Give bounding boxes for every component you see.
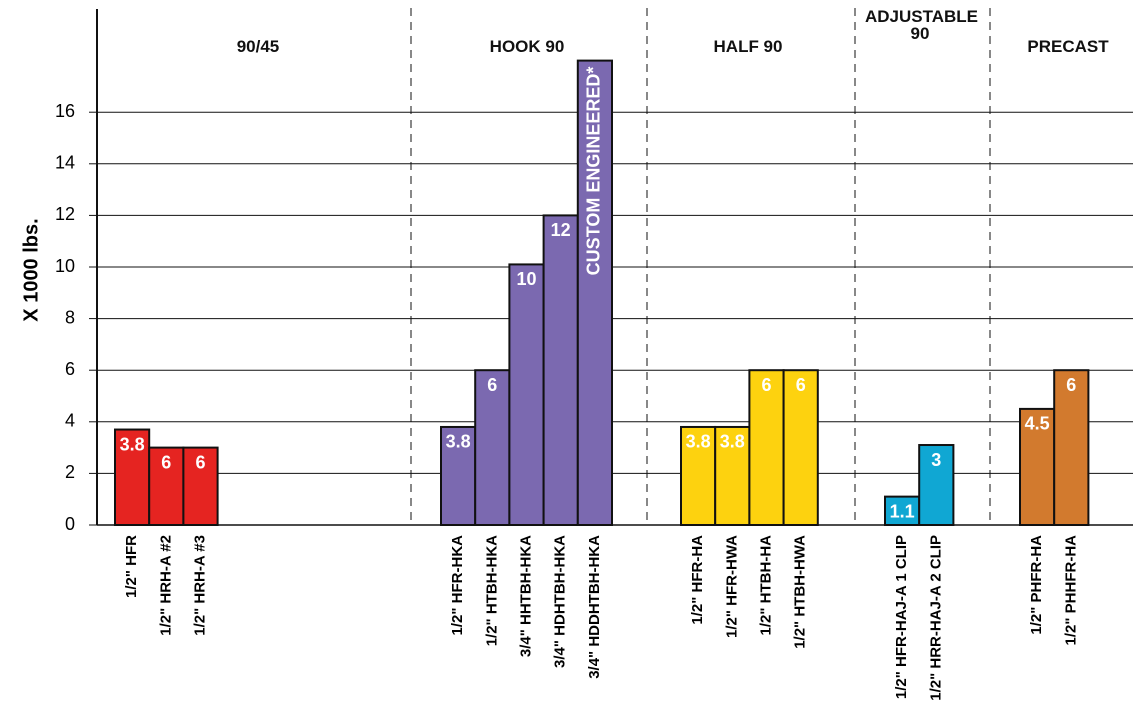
bar [576, 59, 613, 526]
bar-label: 4.5 [1025, 414, 1050, 434]
y-tick-label: 14 [55, 153, 75, 173]
bar-label: 12 [551, 220, 571, 240]
bar [440, 425, 477, 526]
bar [782, 369, 819, 527]
bar-label: 6 [796, 375, 806, 395]
y-axis-label: X 1000 lbs. [20, 218, 42, 321]
bar-label: 6 [195, 452, 205, 472]
group-title: 90/45 [236, 37, 280, 56]
x-tick-label: 1/2" HFR-HA [689, 535, 706, 625]
x-tick-label: 1/2" HFR-HKA [449, 535, 466, 636]
bar-label: 10 [516, 269, 536, 289]
group-title: ADJUSTABLE 90 [865, 7, 979, 43]
bar [918, 444, 955, 526]
x-tick-label: 1/2" HFR-HWA [723, 535, 740, 638]
group-title: PRECAST [1027, 37, 1109, 56]
y-tick-label: 10 [55, 256, 75, 276]
y-tick-label: 6 [65, 359, 75, 379]
x-tick-label: 3/4" HDDHTBH-HKA [586, 535, 603, 679]
bar-label: 3.8 [446, 432, 471, 452]
x-tick-label: 1/2" HFR [123, 535, 140, 598]
bar-label: 3 [931, 450, 941, 470]
bar [474, 369, 511, 527]
bar [114, 428, 151, 527]
bar [884, 495, 921, 526]
bar [542, 214, 579, 526]
bar-label: 3.8 [120, 434, 145, 454]
x-tick-label: 1/2" HTBH-HKA [483, 535, 500, 646]
bar-label: CUSTOM ENGINEERED* [584, 67, 604, 276]
x-tick-label: 1/2" PHFR-HA [1028, 535, 1045, 635]
bar-label: 6 [761, 375, 771, 395]
y-tick-label: 8 [65, 307, 75, 327]
y-tick-label: 12 [55, 204, 75, 224]
y-tick-label: 4 [65, 411, 75, 431]
x-tick-label: 3/4" HHTBH-HKA [517, 535, 534, 657]
group-title: HALF 90 [713, 37, 783, 56]
bar [748, 369, 785, 527]
bar [182, 446, 219, 527]
bar [680, 425, 717, 526]
x-tick-label: 1/2" HTBH-HWA [792, 535, 809, 649]
bar-label: 6 [161, 452, 171, 472]
bar [714, 425, 751, 526]
y-tick-label: 16 [55, 101, 75, 121]
group-title: HOOK 90 [489, 37, 565, 56]
y-tick-label: 2 [65, 462, 75, 482]
x-tick-label: 1/2" HRR-HAJ-A 2 CLIP [927, 535, 944, 701]
x-tick-label: 3/4" HDHTBH-HKA [552, 535, 569, 668]
bar-label: 1.1 [890, 501, 915, 521]
bar [1053, 369, 1090, 527]
bar-label: 6 [487, 375, 497, 395]
bar-label: 3.8 [686, 432, 711, 452]
x-tick-label: 1/2" HRH-A #2 [157, 535, 174, 636]
x-tick-label: 1/2" HRH-A #3 [191, 535, 208, 636]
x-tick-label: 1/2" HFR-HAJ-A 1 CLIP [893, 535, 910, 699]
y-tick-label: 0 [65, 514, 75, 534]
x-tick-label: 1/2" PHHFR-HA [1062, 535, 1079, 646]
bar-label: 3.8 [720, 432, 745, 452]
x-tick-label: 1/2" HTBH-HA [757, 535, 774, 636]
bar [148, 446, 185, 527]
bar [508, 263, 545, 526]
bar-label: 6 [1066, 375, 1076, 395]
